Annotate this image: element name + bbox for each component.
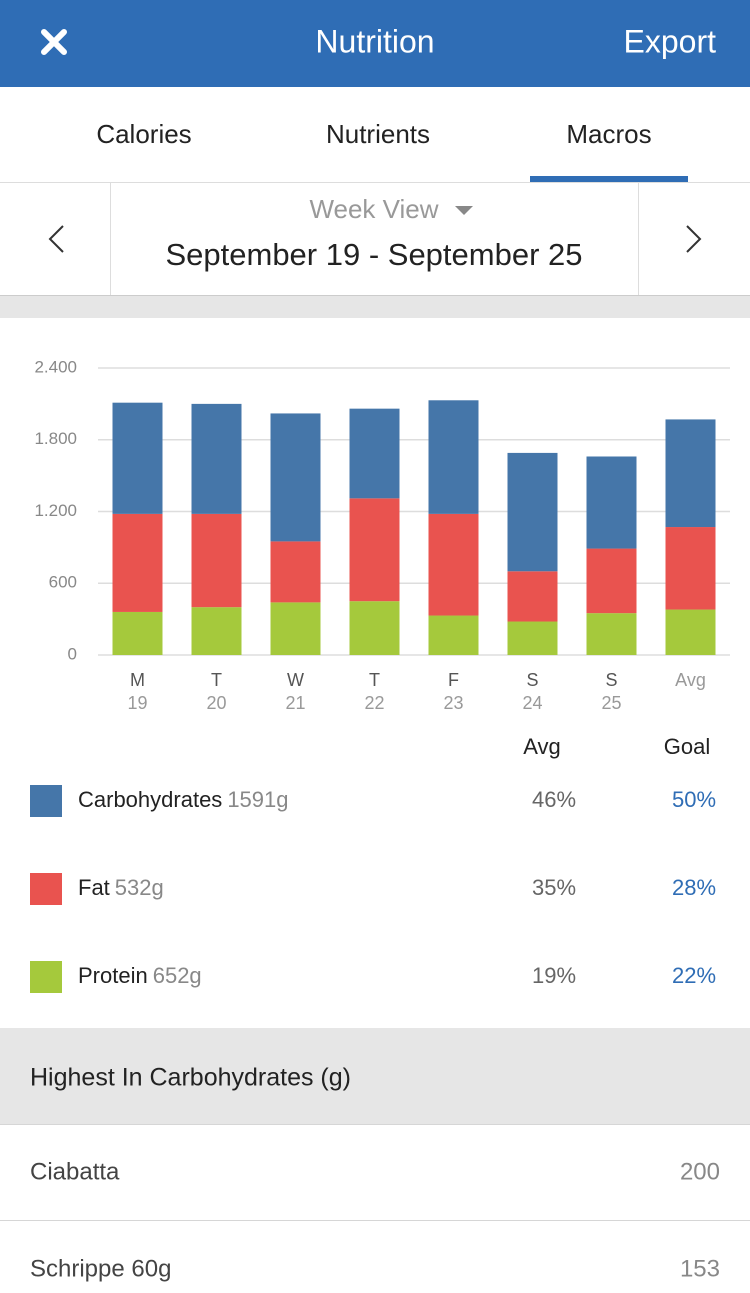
goal-percent: 28% — [672, 875, 716, 900]
bar-segment — [586, 548, 637, 614]
legend-swatch — [30, 785, 62, 817]
export-button[interactable]: Export — [624, 23, 717, 59]
bar-segment — [349, 498, 400, 602]
bar-segment — [428, 513, 479, 616]
legend-name: Protein — [78, 963, 148, 988]
bar-segment — [191, 513, 242, 608]
section-title: Highest In Carbohydrates (g) — [30, 1064, 351, 1092]
legend-label: Carbohydrates 1591g — [78, 787, 289, 812]
goal-percent: 22% — [672, 963, 716, 988]
bar-segment — [665, 527, 716, 610]
bar-segment — [270, 541, 321, 603]
legend-amount: 1591g — [227, 787, 288, 812]
legend: Carbohydrates 1591g 46% 50% Fat 532g 35% 28% Pro… — [30, 785, 716, 993]
legend-swatch — [30, 873, 62, 905]
bar-segment — [349, 601, 400, 655]
x-tick-sublabel: 24 — [522, 693, 542, 713]
x-tick-label: S — [605, 670, 617, 690]
bar-segment — [270, 602, 321, 655]
x-tick-sublabel: 20 — [206, 693, 226, 713]
avg-percent: 35% — [532, 875, 576, 900]
y-tick-label: 0 — [68, 644, 77, 663]
bar-segment — [586, 613, 637, 655]
bar-segment — [191, 607, 242, 655]
y-tick-label: 1.200 — [34, 501, 77, 520]
legend-amount: 652g — [153, 963, 202, 988]
view-selector[interactable]: Week View — [309, 194, 438, 224]
x-tick-label: W — [287, 670, 304, 690]
legend-swatch — [30, 961, 62, 993]
x-tick-sublabel: 21 — [285, 693, 305, 713]
chart: 0 600 1.200 1.800 2.400 M 19 T 20 W 21 T 22 F 23 S 24 S 25… — [34, 357, 730, 713]
legend-amount: 532g — [115, 875, 164, 900]
avg-percent: 46% — [532, 787, 576, 812]
separator-band — [0, 295, 750, 318]
bar-segment — [507, 452, 558, 572]
x-tick-label: F — [448, 670, 459, 690]
close-button[interactable] — [41, 29, 67, 55]
bar-segment — [112, 611, 163, 655]
avg-percent: 19% — [532, 963, 576, 988]
y-tick-label: 2.400 — [34, 357, 77, 376]
bar-segment — [428, 615, 479, 655]
x-tick-sublabel: 19 — [127, 693, 147, 713]
bar-segment — [270, 413, 321, 542]
bar-segment — [112, 513, 163, 612]
tab[interactable]: Macros — [566, 119, 651, 149]
food-value: 153 — [680, 1255, 720, 1282]
x-tick-label: T — [369, 670, 380, 690]
x-tick-label: M — [130, 670, 145, 690]
x-tick-label: T — [211, 670, 222, 690]
tab-indicator — [530, 176, 688, 182]
section-header — [0, 1028, 750, 1124]
legend-label: Fat 532g — [78, 875, 164, 900]
legend-label: Protein 652g — [78, 963, 202, 988]
column-header: Avg — [523, 734, 561, 759]
food-value: 200 — [680, 1158, 720, 1185]
bar-segment — [349, 408, 400, 499]
bar-segment — [507, 621, 558, 655]
goal-percent: 50% — [672, 787, 716, 812]
x-tick-sublabel: 22 — [364, 693, 384, 713]
header-title: Nutrition — [315, 23, 434, 59]
prev-button[interactable] — [48, 225, 64, 253]
column-header: Goal — [664, 734, 710, 759]
y-tick-label: 1.800 — [34, 429, 77, 448]
bar-segment — [428, 400, 479, 514]
legend-name: Carbohydrates — [78, 787, 222, 812]
header-bar — [0, 0, 750, 87]
bar-segment — [112, 402, 163, 514]
legend-name: Fat — [78, 875, 110, 900]
tab[interactable]: Nutrients — [326, 119, 430, 149]
dropdown-arrow[interactable] — [455, 206, 473, 215]
bar-segment — [665, 419, 716, 528]
bar-segment — [586, 456, 637, 549]
date-range: September 19 - September 25 — [165, 237, 582, 272]
bar-segment — [191, 403, 242, 514]
tab[interactable]: Calories — [96, 119, 191, 149]
x-tick-sublabel: 25 — [601, 693, 621, 713]
food-name[interactable]: Ciabatta — [30, 1158, 120, 1185]
y-tick-label: 600 — [49, 573, 77, 592]
next-button[interactable] — [686, 225, 702, 253]
x-tick-sublabel: 23 — [443, 693, 463, 713]
bar-segment — [665, 609, 716, 655]
bar-segment — [507, 571, 558, 622]
food-name[interactable]: Schrippe 60g — [30, 1255, 171, 1282]
x-tick-label: Avg — [675, 670, 706, 690]
x-tick-label: S — [526, 670, 538, 690]
